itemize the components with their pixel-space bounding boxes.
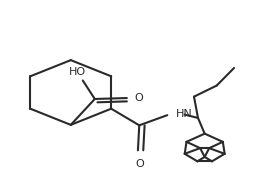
Text: O: O [135, 93, 144, 103]
Text: HO: HO [69, 67, 86, 77]
Text: O: O [135, 159, 144, 169]
Text: HN: HN [176, 109, 193, 119]
